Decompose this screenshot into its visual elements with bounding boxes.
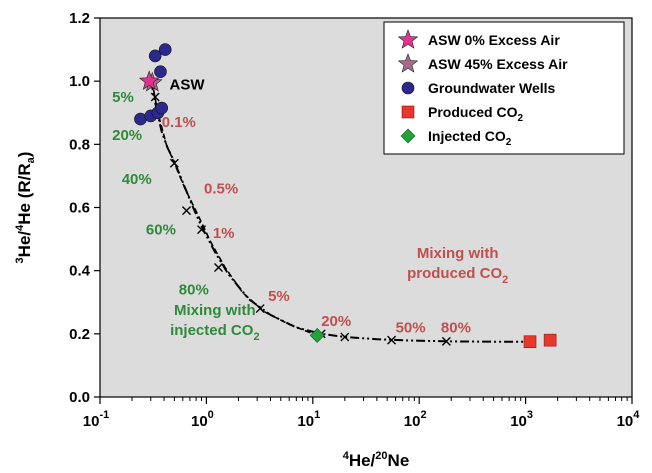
- x-tick-label: 104: [617, 409, 641, 430]
- annotation-label: 50%: [396, 320, 426, 337]
- legend-label-asw45: ASW 45% Excess Air: [428, 56, 568, 72]
- annotation-label: 0.5%: [204, 181, 238, 198]
- mixing-curve-tick: [181, 206, 191, 216]
- x-axis-label: 4He/20Ne: [343, 450, 410, 470]
- mixing-curve-tick: [214, 263, 224, 273]
- annotation-label: 80%: [179, 282, 209, 299]
- mixing-curve-tick: [387, 335, 397, 345]
- x-tick-label: 102: [404, 409, 427, 430]
- legend-marker-produced: [401, 105, 415, 119]
- legend-marker-asw45: [397, 53, 419, 73]
- annotation-label: 5%: [112, 89, 134, 106]
- legend-marker-wells: [401, 81, 415, 95]
- mixing-label: Mixing with produced CO2: [407, 245, 508, 286]
- annotation-label: 0.1%: [162, 114, 196, 131]
- wells-point: [154, 65, 167, 78]
- y-tick-label: 0.4: [69, 263, 91, 280]
- wells-point: [148, 49, 162, 63]
- legend-label-wells: Groundwater Wells: [428, 80, 556, 96]
- legend-box: [383, 21, 625, 155]
- mixing-label: Mixing with injected CO2: [170, 302, 259, 343]
- mixing-curve-tick: [255, 304, 265, 314]
- annotation-label: 40%: [122, 171, 152, 188]
- axes: 0.0 0.2 0.4 0.6 0.8 1.0 1.2 10-1 100 101 102 103 104…: [14, 10, 640, 470]
- y-tick-label: 1.2: [69, 10, 90, 27]
- legend-marker-asw0: [397, 29, 419, 49]
- mixing-curve-tick: [169, 158, 179, 168]
- asw0-point: [138, 70, 160, 90]
- legend: ASW 0% Excess Air ASW 45% Excess Air Groun…: [383, 21, 625, 155]
- x-tick-label: 103: [510, 409, 533, 430]
- legend-marker-injected: [400, 128, 416, 144]
- annotation-label: 60%: [146, 222, 176, 239]
- y-tick-label: 0.2: [69, 326, 90, 343]
- mixing-curve-tick: [340, 332, 350, 342]
- x-tick-label: 10-1: [83, 409, 109, 430]
- mixing-curve-tick: [441, 336, 451, 346]
- wells-point: [155, 101, 168, 115]
- x-tick-label: 100: [191, 409, 214, 430]
- mixing-curve-tick: [197, 225, 207, 235]
- annotation-label: 80%: [441, 320, 471, 337]
- wells-point: [158, 43, 172, 56]
- annotation-label: ASW: [170, 76, 206, 93]
- annotation-label: 20%: [112, 127, 142, 144]
- y-axis-label: 3He/4He (R/Ra): [14, 152, 37, 264]
- injected-point: [309, 327, 325, 343]
- legend-label-produced: Produced CO2: [428, 104, 523, 124]
- legend-label-asw0: ASW 0% Excess Air: [428, 32, 560, 48]
- x-tick-label: 101: [297, 409, 320, 430]
- legend-label-injected: Injected CO2: [428, 128, 512, 148]
- y-tick-label: 1.0: [69, 73, 90, 90]
- produced-point: [543, 333, 557, 347]
- y-tick-label: 0.0: [69, 389, 90, 406]
- annotation-label: 1%: [213, 225, 235, 242]
- annotation-label: 5%: [268, 288, 290, 305]
- produced-point: [523, 335, 537, 349]
- mixing-curve-tick: [150, 92, 160, 102]
- y-tick-label: 0.8: [69, 136, 90, 153]
- annotation-label: 20%: [321, 313, 351, 330]
- y-tick-label: 0.6: [69, 200, 90, 217]
